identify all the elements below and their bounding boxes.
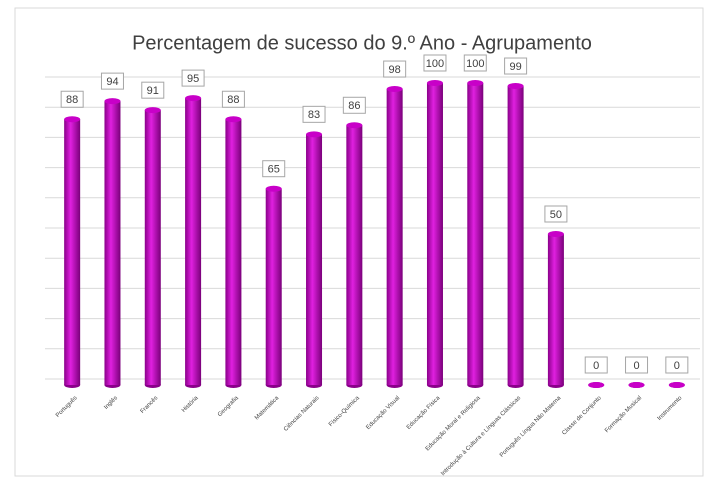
data-label: 86: [348, 100, 360, 112]
bar: [547, 234, 564, 385]
data-label: 95: [187, 73, 199, 85]
bar-cap: [507, 83, 524, 90]
data-label-box: [141, 81, 165, 99]
data-label-box: [181, 69, 205, 87]
bar-cap: [588, 382, 605, 388]
bar-cap: [346, 122, 363, 129]
bar: [306, 134, 323, 385]
bar-cap: [144, 107, 161, 114]
data-label: 50: [550, 209, 562, 221]
bar-cap: [386, 86, 403, 93]
data-label: 98: [389, 64, 401, 76]
data-label: 88: [66, 94, 78, 106]
bar-cap: [426, 80, 443, 86]
data-label: 100: [466, 58, 484, 70]
data-label: 88: [227, 94, 239, 106]
bar-cap: [104, 98, 121, 105]
data-label: 100: [426, 58, 444, 70]
data-label-box: [342, 96, 366, 114]
data-label-box: [544, 205, 568, 223]
bar-cap: [467, 80, 484, 86]
data-label-box: [665, 356, 689, 374]
data-label-box: [625, 356, 649, 374]
data-label: 65: [268, 164, 280, 176]
bar: [467, 83, 484, 385]
bar: [265, 188, 282, 385]
data-label-box: [100, 72, 124, 90]
bar-cap: [185, 95, 202, 102]
bar-cap: [628, 382, 645, 388]
bar: [104, 101, 121, 386]
bar: [225, 119, 242, 386]
data-label-box: [262, 160, 286, 178]
bar-cap: [306, 131, 323, 138]
bar: [346, 125, 363, 385]
data-label: 83: [308, 109, 320, 121]
bar: [144, 110, 161, 386]
data-label: 0: [633, 360, 639, 372]
data-label-box: [302, 105, 326, 123]
data-label: 91: [147, 85, 159, 97]
data-label: 94: [106, 76, 118, 88]
data-label: 0: [593, 360, 599, 372]
data-label-box: [504, 57, 528, 75]
bar: [64, 119, 81, 386]
bar: [386, 89, 403, 385]
data-label-box: [221, 90, 245, 108]
data-label-box: [423, 54, 447, 72]
bar: [426, 83, 443, 385]
bar-cap: [547, 231, 564, 237]
bar-cap: [64, 116, 81, 123]
data-label: 0: [674, 360, 680, 372]
bar-cap: [265, 185, 282, 192]
data-label-box: [383, 60, 407, 78]
data-label: 99: [509, 61, 521, 73]
data-label-box: [60, 90, 84, 108]
data-label-box: [584, 356, 608, 374]
bar: [507, 86, 524, 386]
bar-cap: [668, 382, 685, 388]
bar-cap: [225, 116, 242, 123]
bar: [185, 98, 202, 385]
data-label-box: [463, 54, 487, 72]
chart-title: Percentagem de sucesso do 9.º Ano - Agru…: [132, 32, 592, 54]
